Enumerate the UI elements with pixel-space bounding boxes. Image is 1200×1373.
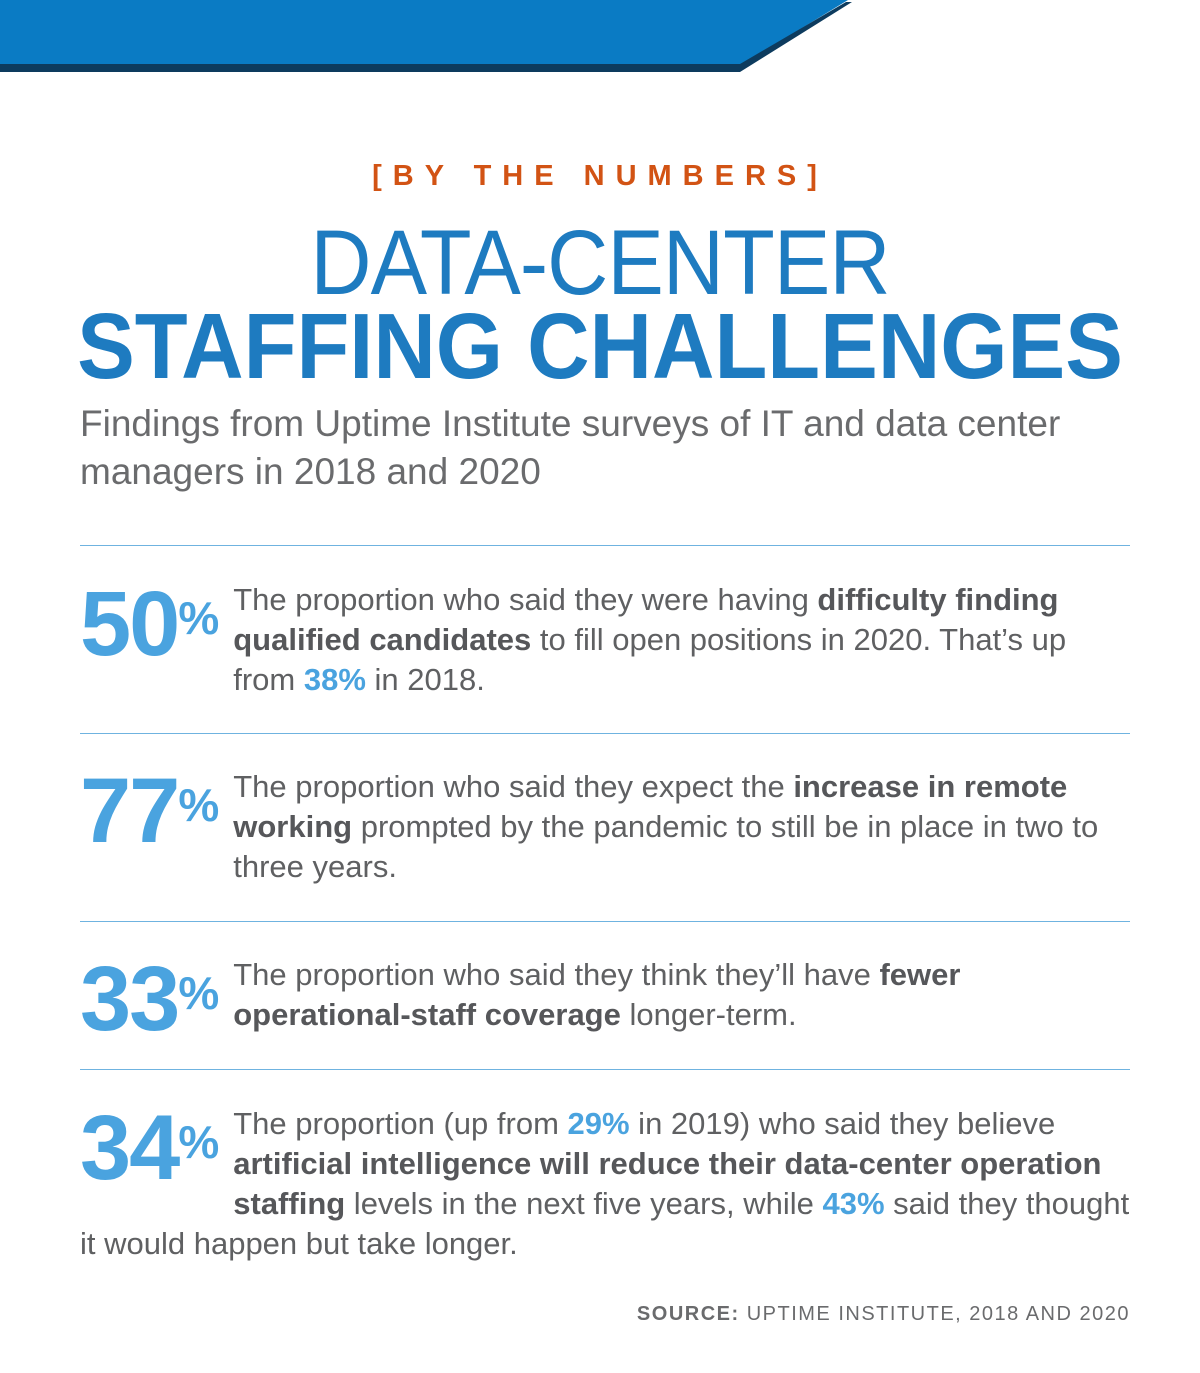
stat-number: 50% <box>80 573 220 675</box>
divider <box>80 921 1130 922</box>
title-line-1: DATA-CENTER <box>310 212 890 314</box>
subtitle: Findings from Uptime Institute surveys o… <box>80 403 1061 492</box>
stat-block-50: 50% The proportion who said they were ha… <box>80 573 1067 697</box>
divider <box>80 733 1130 734</box>
kicker-label: [BY THE NUMBERS] <box>372 160 828 192</box>
stat-block-34: 34% The proportion (up from 29% in 2019)… <box>80 1097 1130 1261</box>
divider <box>80 1069 1130 1070</box>
stat-number: 77% <box>80 760 220 862</box>
header-banner <box>0 0 852 72</box>
source-credit: SOURCE: UPTIME INSTITUTE, 2018 AND 2020 <box>636 1303 1130 1325</box>
stat-block-33: 33% The proportion who said they think t… <box>80 948 961 1050</box>
divider <box>80 545 1130 546</box>
stat-block-77: 77% The proportion who said they expect … <box>80 760 1099 884</box>
stat-number: 34% <box>80 1097 220 1199</box>
title-line-2: STAFFING CHALLENGES <box>77 294 1123 398</box>
stat-number: 33% <box>80 948 220 1050</box>
